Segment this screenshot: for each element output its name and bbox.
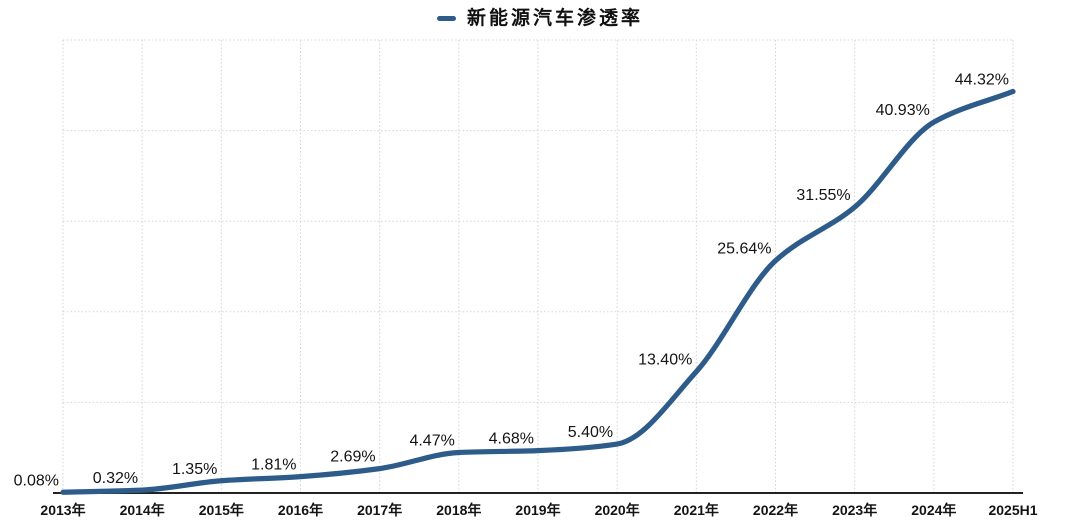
data-label: 25.64% bbox=[717, 241, 771, 258]
series-line bbox=[60, 88, 1016, 495]
x-axis-label: 2022年 bbox=[753, 502, 798, 518]
x-axis-label: 2021年 bbox=[674, 502, 719, 518]
data-label: 44.32% bbox=[955, 71, 1009, 88]
x-axis-label: 2019年 bbox=[515, 502, 560, 518]
x-axis-label: 2023年 bbox=[832, 502, 877, 518]
data-label: 40.93% bbox=[876, 102, 930, 119]
data-label: 1.81% bbox=[251, 457, 296, 474]
data-label: 0.08% bbox=[14, 472, 59, 489]
chart-title: 新能源汽车渗透率 bbox=[466, 8, 643, 29]
data-label: 1.35% bbox=[172, 461, 217, 478]
x-axis-label: 2018年 bbox=[436, 502, 481, 518]
data-label: 31.55% bbox=[796, 187, 850, 204]
x-axis-label: 2016年 bbox=[278, 502, 323, 518]
data-label: 5.40% bbox=[568, 424, 613, 441]
legend-line-marker-icon bbox=[436, 16, 456, 21]
chart-legend: 新能源汽车渗透率 bbox=[0, 9, 1080, 28]
x-axis-label: 2025H1 bbox=[988, 502, 1037, 518]
data-label: 4.68% bbox=[489, 431, 534, 448]
data-label: 2.69% bbox=[330, 449, 375, 466]
data-label: 13.40% bbox=[638, 352, 692, 369]
x-axis-label: 2024年 bbox=[911, 502, 956, 518]
data-label: 0.32% bbox=[93, 470, 138, 487]
x-axis-label: 2015年 bbox=[199, 502, 244, 518]
x-axis-label: 2017年 bbox=[357, 502, 402, 518]
x-axis-label: 2013年 bbox=[40, 502, 85, 518]
x-axis-label: 2020年 bbox=[595, 502, 640, 518]
x-axis-label: 2014年 bbox=[120, 502, 165, 518]
data-label: 4.47% bbox=[409, 433, 454, 450]
